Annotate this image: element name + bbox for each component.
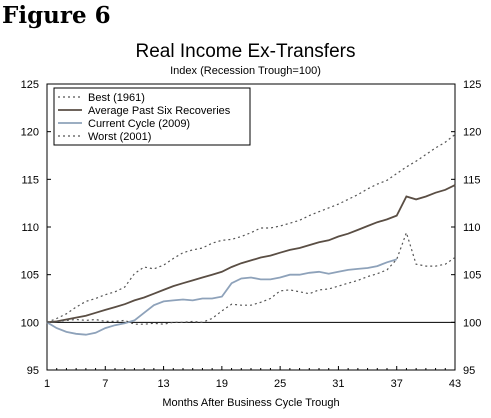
y-tick-label-right: 105 (463, 270, 481, 282)
x-tick-label: 43 (449, 378, 461, 390)
legend-label: Average Past Six Recoveries (88, 105, 231, 117)
y-tick-label-left: 100 (21, 317, 39, 329)
x-tick-label: 25 (274, 378, 286, 390)
y-tick-label-left: 125 (21, 79, 39, 91)
series-line-3 (46, 258, 397, 336)
y-tick-label-right: 125 (463, 79, 481, 91)
x-tick-label: 37 (391, 378, 403, 390)
y-tick-label-left: 110 (21, 222, 39, 234)
x-tick-label: 31 (332, 378, 344, 390)
x-tick-label: 1 (44, 378, 50, 390)
x-tick-label: 19 (216, 378, 228, 390)
series-line-2 (46, 184, 456, 324)
y-tick-label-right: 110 (463, 222, 481, 234)
y-tick-label-right: 100 (463, 317, 481, 329)
y-tick-label-right: 120 (463, 127, 481, 139)
legend-label: Worst (2001) (88, 131, 151, 143)
chart-title: Real Income Ex-Transfers (135, 41, 356, 62)
x-tick-label: 7 (102, 378, 108, 390)
y-tick-label-left: 115 (21, 174, 39, 186)
figure-label: Figure 6 (2, 2, 111, 29)
series-line-1 (46, 134, 456, 323)
x-tick-label: 13 (157, 378, 169, 390)
chart-subtitle: Index (Recession Trough=100) (170, 65, 321, 77)
y-tick-label-right: 115 (463, 174, 481, 186)
y-tick-label-left: 105 (21, 270, 39, 282)
x-axis-label: Months After Business Cycle Trough (162, 397, 339, 409)
legend-box (53, 87, 251, 146)
legend-label: Best (1961) (88, 92, 145, 104)
y-tick-label-left: 120 (21, 127, 39, 139)
y-tick-label-right: 95 (463, 365, 475, 377)
y-tick-label-left: 95 (27, 365, 39, 377)
series-line-4 (46, 230, 456, 325)
legend-label: Current Cycle (2009) (88, 118, 190, 130)
